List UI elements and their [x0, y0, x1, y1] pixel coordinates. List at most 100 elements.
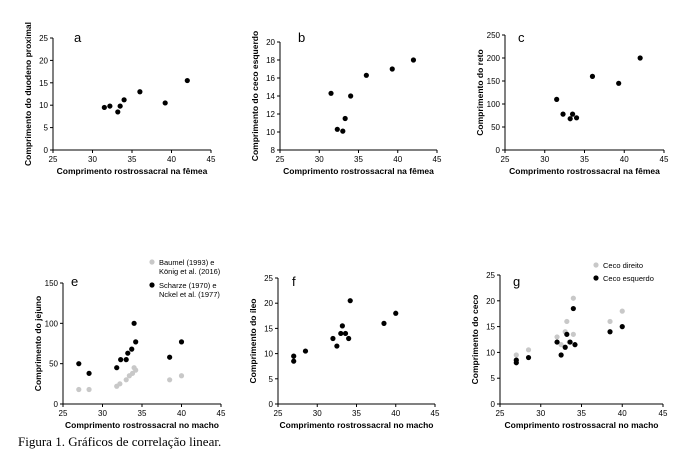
- y-tick-label: 150: [45, 279, 59, 288]
- data-point: [117, 103, 123, 109]
- y-tick-label: 10: [39, 101, 48, 110]
- y-tick-label: 5: [44, 124, 49, 133]
- data-point: [562, 344, 568, 350]
- y-tick-label: 0: [54, 400, 59, 409]
- x-tick-label: 25: [501, 155, 510, 164]
- data-point: [558, 342, 564, 348]
- y-tick-label: 14: [266, 92, 275, 101]
- x-tick-label: 25: [276, 155, 285, 164]
- data-point: [513, 352, 519, 358]
- y-axis-label: Comprimento do ceco: [470, 295, 480, 385]
- x-axis-label: Comprimento rostrossacral na fêmea: [283, 166, 434, 176]
- x-tick-label: 30: [88, 155, 97, 164]
- x-tick-label: 45: [207, 155, 216, 164]
- data-point: [76, 361, 82, 367]
- y-tick-label: 15: [486, 323, 495, 332]
- data-point: [570, 295, 576, 301]
- x-tick-label: 35: [580, 155, 589, 164]
- x-tick-label: 35: [352, 409, 361, 418]
- data-point: [178, 339, 185, 345]
- y-tick-label: 25: [486, 271, 495, 280]
- data-point: [569, 111, 576, 117]
- data-point: [572, 342, 578, 348]
- chart-panel-e: 0 50 100 150 25 30 35 40 45 Comprimento rostrossa…: [33, 258, 226, 430]
- y-tick-label: 100: [45, 319, 59, 328]
- x-tick-label: 45: [433, 155, 442, 164]
- x-tick-label: 25: [496, 409, 505, 418]
- data-point: [513, 357, 519, 363]
- y-tick-label: 0: [44, 146, 49, 155]
- data-point: [339, 323, 345, 329]
- y-tick-label: 20: [266, 38, 275, 47]
- x-tick-label: 45: [217, 409, 226, 418]
- data-point: [346, 335, 352, 342]
- data-point: [86, 370, 92, 376]
- data-point: [554, 96, 560, 102]
- x-tick-label: 30: [98, 409, 107, 418]
- data-point: [607, 329, 613, 335]
- data-point: [123, 357, 129, 363]
- chart-panel-a: 0 5 10 15 20 25 25 30 35 40 45 Comprimento rostross…: [23, 22, 216, 176]
- data-point: [291, 358, 297, 364]
- legend-label: Ceco direito: [603, 261, 643, 270]
- x-tick-label: 40: [618, 409, 627, 418]
- data-point: [76, 386, 82, 393]
- data-point: [616, 80, 622, 86]
- y-tick-label: 250: [487, 31, 501, 40]
- y-tick-label: 8: [271, 146, 276, 155]
- data-point: [302, 348, 309, 354]
- data-point: [564, 318, 570, 325]
- y-tick-label: 20: [486, 297, 495, 306]
- data-point: [118, 357, 124, 363]
- chart-panel-f: 0 5 10 15 20 25 25 30 35 40 45 Comprimento rostross…: [248, 274, 440, 430]
- data-point: [342, 330, 349, 337]
- x-tick-label: 35: [577, 409, 586, 418]
- y-tick-label: 100: [487, 100, 501, 109]
- data-point: [637, 55, 643, 61]
- x-tick-label: 30: [313, 409, 322, 418]
- data-point: [129, 346, 135, 352]
- data-point: [342, 115, 348, 122]
- x-axis-label: Comprimento rostrossacral na fêmea: [509, 166, 660, 176]
- x-tick-label: 25: [274, 409, 283, 418]
- panel-letter: e: [71, 274, 78, 289]
- data-point: [573, 115, 580, 121]
- data-point: [410, 57, 417, 63]
- y-tick-label: 18: [266, 56, 275, 65]
- y-tick-label: 50: [491, 123, 500, 132]
- legend-label: König et al. (2016): [159, 267, 221, 276]
- x-tick-label: 25: [59, 409, 68, 418]
- y-tick-label: 10: [266, 128, 275, 137]
- y-tick-label: 15: [39, 79, 48, 88]
- data-point: [348, 93, 354, 99]
- data-point: [564, 331, 570, 337]
- legend-marker: [149, 259, 155, 265]
- data-point: [589, 73, 596, 79]
- panel-letter: f: [292, 274, 296, 289]
- data-point: [167, 354, 173, 360]
- data-point: [133, 367, 139, 373]
- x-tick-label: 40: [620, 155, 629, 164]
- data-point: [291, 353, 297, 359]
- x-tick-label: 30: [536, 409, 545, 418]
- y-tick-label: 20: [264, 299, 273, 308]
- data-point: [330, 335, 336, 342]
- data-point: [567, 116, 573, 122]
- x-tick-label: 35: [138, 409, 147, 418]
- x-tick-label: 40: [393, 155, 402, 164]
- data-point: [184, 77, 190, 84]
- y-axis-label: Comprimento do reto: [475, 49, 485, 135]
- data-point: [334, 343, 340, 349]
- data-point: [570, 305, 576, 312]
- x-tick-label: 30: [540, 155, 549, 164]
- data-point: [137, 89, 143, 95]
- x-tick-label: 40: [391, 409, 400, 418]
- data-point: [554, 334, 560, 340]
- data-point: [121, 97, 127, 103]
- panel-letter: g: [513, 274, 520, 289]
- legend-marker: [593, 262, 599, 268]
- legend: Ceco direito Ceco esquerdo: [593, 261, 654, 283]
- legend-label: Baumel (1993) e: [159, 258, 214, 267]
